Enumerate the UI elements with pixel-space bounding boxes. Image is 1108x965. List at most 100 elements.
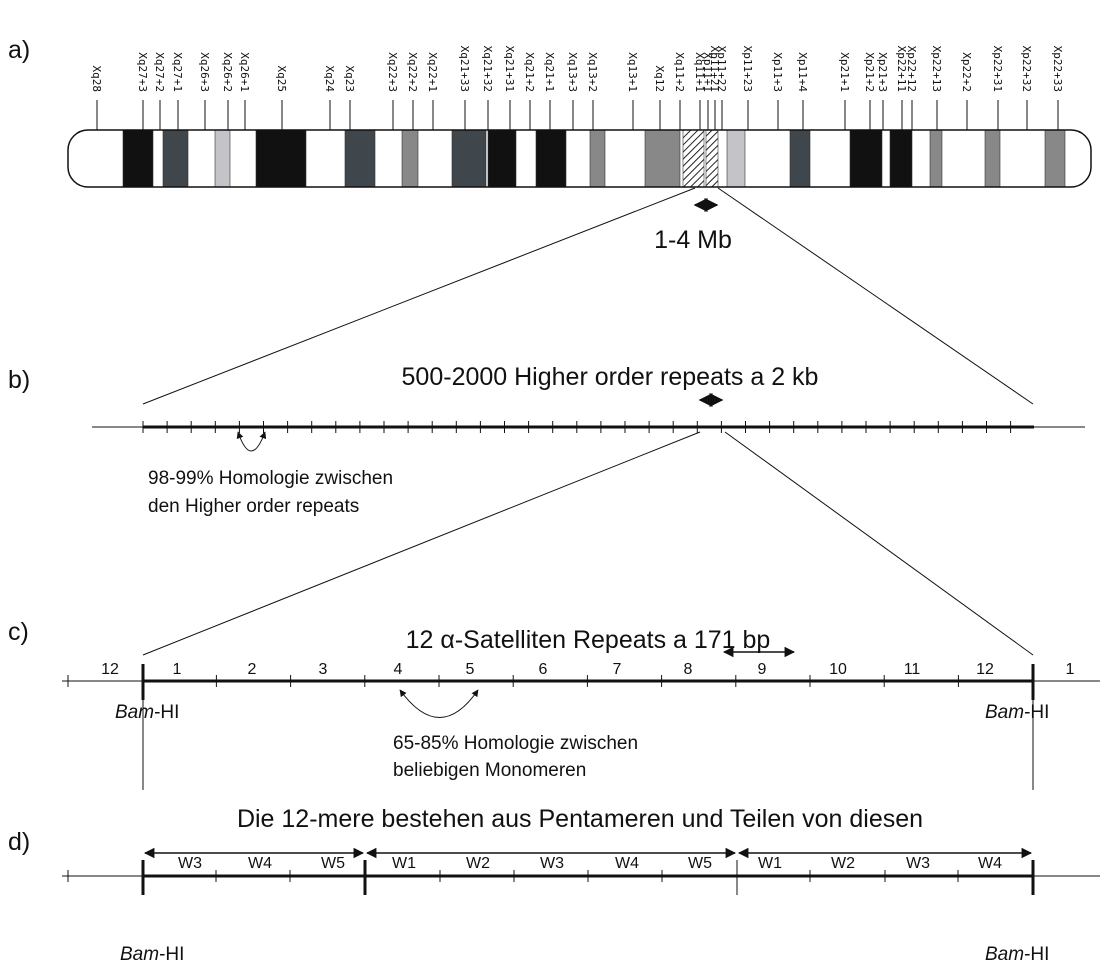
band-label: Xp22+32 [1020, 46, 1033, 92]
panel-label: c) [8, 618, 29, 646]
band-label: Xq21+2 [523, 52, 536, 92]
chromosome-band [536, 130, 566, 187]
chromosome-band [706, 130, 718, 187]
pentamer-unit: W3 [540, 855, 564, 872]
band-label: Xq26+2 [221, 52, 234, 92]
band-label: Xq21+33 [458, 46, 471, 92]
restriction-site: Bam-HI [985, 944, 1049, 965]
site-name: -HI [154, 702, 179, 723]
monomer-number: 7 [613, 661, 622, 678]
pentamer-unit: W2 [831, 855, 855, 872]
band-label: Xq21+32 [481, 46, 494, 92]
chromosome-band [850, 130, 882, 187]
pentamer-unit: W3 [906, 855, 930, 872]
chromosome-band [727, 130, 745, 187]
chromosome-band [590, 130, 605, 187]
restriction-site: Bam-HI [120, 944, 184, 965]
site-name: -HI [1024, 702, 1049, 723]
band-label: Xp11+22 [715, 46, 728, 92]
band-label: Xq21+1 [543, 52, 556, 92]
chromosome-band [163, 130, 188, 187]
site-italic: Bam [120, 944, 159, 965]
band-label: Xp11+3 [771, 52, 784, 92]
band-label: Xq13+3 [566, 52, 579, 92]
band-label: Xq12 [653, 66, 666, 93]
band-label: Xp22+12 [905, 46, 918, 92]
site-name: -HI [159, 944, 184, 965]
monomer-homology: beliebigen Monomeren [393, 760, 586, 781]
monomer-number: 6 [539, 661, 548, 678]
monomer-number: 3 [319, 661, 328, 678]
panel-label: b) [8, 366, 30, 394]
monomer-number: 11 [904, 661, 921, 678]
band-label: Xq28 [90, 66, 103, 93]
monomer-number: 8 [684, 661, 693, 678]
band-label: Xq25 [275, 66, 288, 93]
band-label: Xq21+31 [503, 46, 516, 92]
monomer-number: 4 [394, 661, 403, 678]
lines [62, 188, 1100, 895]
band-label: Xq27+1 [171, 52, 184, 92]
band-label: Xp11+23 [741, 46, 754, 92]
monomer-number: 1 [173, 661, 182, 678]
monomer-number: 12 [101, 661, 119, 678]
band-label: Xp22+33 [1051, 46, 1064, 92]
pentamer-unit: W1 [758, 855, 782, 872]
chromosome-band [345, 130, 375, 187]
chromosome-band [890, 130, 912, 187]
panel-label: a) [8, 36, 30, 64]
monomer-homology: 65-85% Homologie zwischen [393, 733, 638, 754]
hor-title: 500-2000 Higher order repeats a 2 kb [402, 363, 819, 391]
chromosome-band [215, 130, 230, 187]
band-label: Xp21+1 [838, 52, 851, 92]
pentamer-title: Die 12-mere bestehen aus Pentameren und … [237, 805, 923, 833]
pentamer-unit: W5 [321, 855, 345, 872]
chromosome-band [683, 130, 704, 187]
pentamer-unit: W1 [392, 855, 416, 872]
monomer-number: 9 [758, 661, 767, 678]
band-label: Xq23 [343, 66, 356, 93]
chromosome-band [402, 130, 418, 187]
monomer-number: 1 [1066, 661, 1075, 678]
monomer-title: 12 α-Satelliten Repeats a 171 bp [406, 626, 771, 654]
band-label: Xq13+1 [626, 52, 639, 92]
site-italic: Bam [985, 702, 1024, 723]
band-label: Xq27+2 [153, 52, 166, 92]
pentamer-unit: W4 [615, 855, 639, 872]
band-label: Xq26+1 [238, 52, 251, 92]
pentamer-unit: W5 [688, 855, 712, 872]
band-label: Xq22+3 [386, 52, 399, 92]
band-label: Xq13+2 [586, 52, 599, 92]
restriction-site: Bam-HI [985, 702, 1049, 723]
chromosome-band [790, 130, 810, 187]
band-label: Xq27+3 [136, 52, 149, 92]
panel-label: d) [8, 828, 30, 856]
site-name: -HI [1024, 944, 1049, 965]
chromosome-band [1045, 130, 1065, 187]
band-label: Xp21+3 [876, 52, 889, 92]
hor-homology: den Higher order repeats [148, 496, 359, 517]
band-label: Xq22+1 [426, 52, 439, 92]
chromosome-band [930, 130, 942, 187]
pentamer-unit: W2 [466, 855, 490, 872]
monomer-number: 5 [466, 661, 475, 678]
chromosome-band [256, 130, 306, 187]
band-label: Xp11+4 [796, 52, 809, 92]
chromosome-band [645, 130, 680, 187]
monomer-number: 2 [248, 661, 257, 678]
monomer-number: 10 [829, 661, 847, 678]
centromere-size: 1-4 Mb [654, 226, 732, 254]
pentamer-unit: W3 [178, 855, 202, 872]
band-label: Xp22+13 [930, 46, 943, 92]
monomer-number: 12 [976, 661, 994, 678]
band-label: Xp22+31 [991, 46, 1004, 92]
pentamer-unit: W4 [978, 855, 1002, 872]
site-italic: Bam [115, 702, 154, 723]
band-label: Xp21+2 [863, 52, 876, 92]
band-label: Xq24 [323, 66, 336, 93]
diagram: 1-4 Mb 500-2000 Higher order repeats a 2… [0, 0, 1108, 965]
chromosome-band [123, 130, 153, 187]
hor-homology: 98-99% Homologie zwischen [148, 468, 393, 489]
band-label: Xq22+2 [406, 52, 419, 92]
band-label: Xq26+3 [198, 52, 211, 92]
